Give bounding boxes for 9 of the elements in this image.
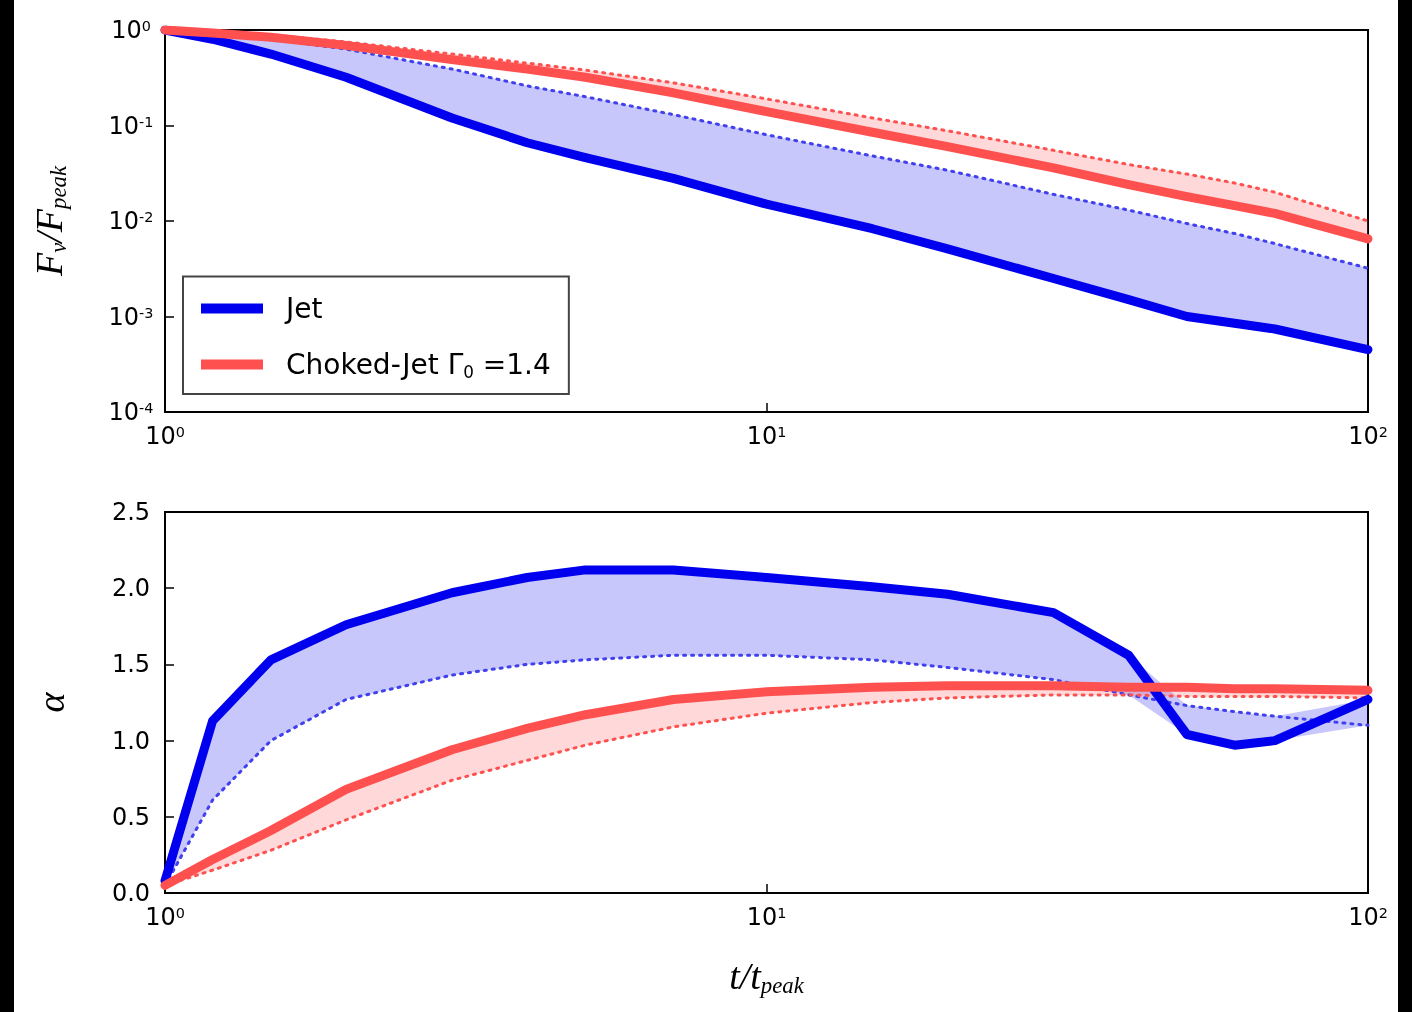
y-tick-label: 2.0 — [111, 574, 151, 603]
y-tick-label: 0.0 — [111, 879, 151, 907]
y-tick-label: 0.5 — [111, 802, 151, 831]
y-axis-title: Fν/Fpeak — [28, 165, 71, 278]
y-tick-label: 1.0 — [111, 726, 151, 755]
y-tick-label: 2.5 — [111, 498, 151, 526]
legend-label: Jet — [284, 292, 323, 325]
y-axis-title: α — [30, 691, 72, 713]
y-tick-label: 1.5 — [111, 650, 151, 679]
